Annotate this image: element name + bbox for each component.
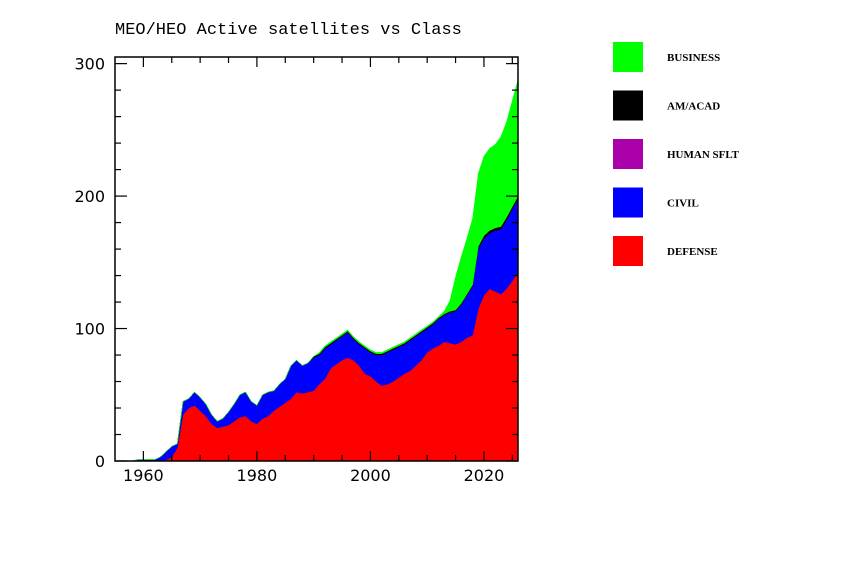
legend-swatch: [613, 236, 643, 266]
x-tick-label: 2020: [464, 466, 505, 485]
legend-swatch: [613, 42, 643, 72]
x-tick-label: 2000: [350, 466, 391, 485]
axes: 1960 1980 2000 2020 0 100 200 300: [74, 55, 518, 485]
y-tick-label: 200: [74, 187, 105, 206]
chart-title: MEO/HEO Active satellites vs Class: [115, 21, 462, 40]
legend-label: BUSINESS: [667, 52, 720, 64]
y-tick-label: 0: [95, 452, 105, 471]
x-tick-label: 1960: [123, 466, 164, 485]
legend-swatch: [613, 90, 643, 121]
legend-label: DEFENSE: [667, 246, 718, 258]
legend-swatch: [613, 187, 643, 218]
legend-item-am-acad: AM/ACAD: [613, 90, 720, 121]
legend: BUSINESS AM/ACAD HUMAN SFLT CIVIL DEFENSE: [613, 42, 740, 266]
legend-label: AM/ACAD: [667, 101, 720, 113]
legend-item-business: BUSINESS: [613, 42, 720, 72]
x-tick-label: 1980: [237, 466, 278, 485]
legend-label: CIVIL: [667, 198, 699, 210]
plot-frame: [114, 56, 519, 462]
y-tick-label: 300: [74, 55, 105, 74]
legend-item-civil: CIVIL: [613, 187, 699, 218]
legend-label: HUMAN SFLT: [667, 149, 740, 161]
stacked-areas: [126, 79, 519, 462]
y-tick-label: 100: [74, 320, 105, 339]
legend-swatch: [613, 139, 643, 169]
legend-item-human-sflt: HUMAN SFLT: [613, 139, 740, 169]
legend-item-defense: DEFENSE: [613, 236, 718, 266]
